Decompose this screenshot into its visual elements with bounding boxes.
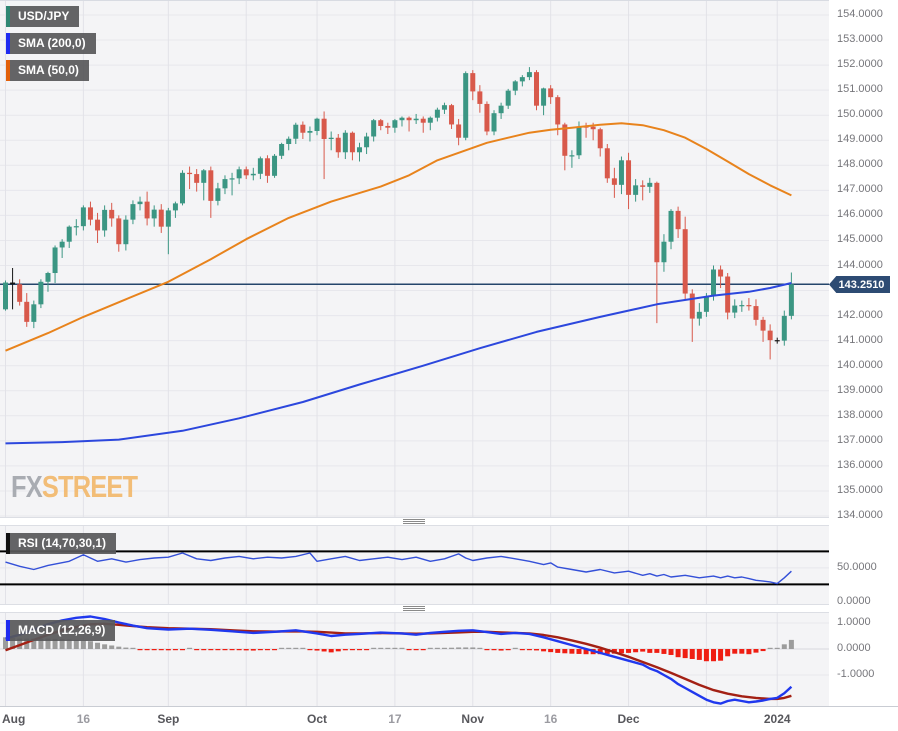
sma50-line [5, 122, 792, 352]
y-axis-tick: -1.0000 [837, 668, 875, 680]
macd-label: MACD (12,26,9) [18, 623, 106, 637]
sma50-label: SMA (50,0) [18, 63, 79, 77]
sma200-line [5, 282, 792, 445]
pane-divider[interactable] [0, 517, 898, 526]
y-axis-tick: 138.0000 [837, 408, 883, 421]
divider-drag-handle-icon[interactable] [403, 519, 425, 525]
sma50-accent-bar [6, 60, 10, 81]
x-axis-tick: 16 [543, 712, 558, 726]
rsi-label: RSI (14,70,30,1) [18, 536, 107, 550]
x-axis-tick: 16 [76, 712, 91, 726]
y-axis-tick: 0.0000 [837, 642, 871, 654]
sma200-accent-bar [6, 33, 10, 54]
y-axis-tick: 140.0000 [837, 358, 883, 371]
y-axis-tick: 1.0000 [837, 616, 871, 628]
x-axis-tick: Aug [2, 712, 26, 726]
y-axis-tick: 135.0000 [837, 483, 883, 496]
watermark-street: STREET [41, 469, 138, 504]
gridlines [0, 0, 829, 706]
macd-accent-bar [6, 620, 10, 641]
pane-divider[interactable] [0, 604, 898, 613]
y-axis-tick: 134.0000 [837, 509, 883, 521]
y-axis-tick: 142.0000 [837, 308, 883, 321]
rsi-accent-bar [6, 533, 10, 554]
x-axis-tick: 2024 [763, 712, 791, 726]
y-axis-tick: 136.0000 [837, 458, 883, 471]
y-axis-tick: 152.0000 [837, 58, 883, 71]
y-axis-tick: 137.0000 [837, 433, 883, 446]
watermark-fx: FX [11, 469, 43, 504]
time-axis[interactable]: Aug 16 Sep Oct 17 Nov 16 Dec 2024 [0, 706, 898, 731]
legend-sma50[interactable]: SMA (50,0) [6, 60, 89, 81]
y-axis-tick: 149.0000 [837, 133, 883, 146]
sma200-label: SMA (200,0) [18, 36, 86, 50]
candlestick-series [3, 67, 794, 360]
y-axis-tick: 150.0000 [837, 108, 883, 121]
y-axis-tick: 153.0000 [837, 33, 883, 46]
legend-macd[interactable]: MACD (12,26,9) [6, 620, 116, 641]
y-axis-tick: 146.0000 [837, 208, 883, 221]
window-top-border [0, 0, 898, 1]
symbol-accent-bar [6, 6, 10, 27]
symbol-label: USD/JPY [18, 9, 70, 23]
y-axis-tick: 145.0000 [837, 233, 883, 246]
x-axis-tick: Nov [461, 712, 485, 726]
last-price-badge: 143.2510 [829, 276, 890, 293]
rsi-line [5, 552, 792, 585]
y-axis-tick: 147.0000 [837, 183, 883, 196]
y-axis-tick: 154.0000 [837, 8, 883, 20]
legend-symbol[interactable]: USD/JPY [6, 6, 80, 27]
y-axis-tick: 151.0000 [837, 83, 883, 96]
y-axis-tick: 0.0000 [837, 595, 871, 607]
macd-pane [3, 615, 794, 705]
legend-rsi[interactable]: RSI (14,70,30,1) [6, 533, 117, 554]
y-axis-tick: 141.0000 [837, 333, 883, 346]
price-axis[interactable]: 154.0000 153.0000 152.0000 151.0000 150.0000… [829, 0, 898, 706]
x-axis-tick: Oct [307, 712, 328, 726]
rsi-pane [0, 550, 829, 586]
x-axis-tick: Dec [617, 712, 640, 726]
legend-sma200[interactable]: SMA (200,0) [6, 33, 96, 54]
macd-line [5, 615, 793, 705]
divider-drag-handle-icon[interactable] [403, 606, 425, 612]
pane-backgrounds [0, 0, 829, 706]
y-axis-tick: 144.0000 [837, 258, 883, 271]
y-axis-tick: 50.0000 [837, 560, 877, 573]
x-axis-tick: 17 [388, 712, 402, 726]
y-axis-tick: 139.0000 [837, 383, 883, 396]
x-axis-tick: Sep [157, 712, 180, 726]
fxstreet-watermark: FXSTREET [11, 469, 138, 505]
macd-histogram [3, 637, 794, 662]
y-axis-tick: 148.0000 [837, 158, 883, 171]
